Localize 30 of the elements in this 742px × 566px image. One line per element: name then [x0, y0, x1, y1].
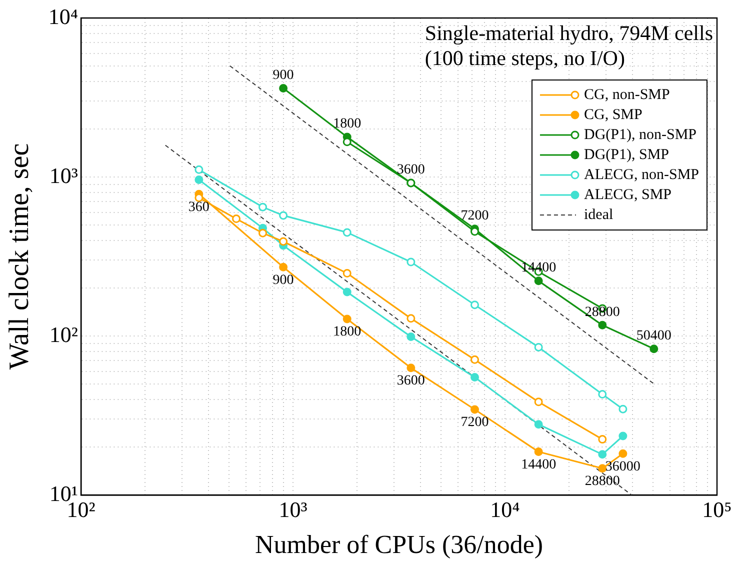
- annotation: 36000: [605, 459, 640, 474]
- y-tick-label: 10²: [49, 322, 78, 347]
- annotation: 7200: [460, 208, 489, 224]
- legend-label: CG, SMP: [584, 106, 642, 123]
- annotation: 3600: [396, 374, 425, 389]
- legend-label: ideal: [584, 206, 614, 223]
- x-tick-label: 10³: [278, 496, 308, 522]
- legend-label: CG, non-SMP: [584, 86, 670, 103]
- y-tick-label: 10⁴: [48, 4, 78, 29]
- text: (100 time steps, no I/O): [424, 46, 625, 70]
- y-tick-label: 10³: [49, 162, 78, 188]
- annotation: 1800: [333, 116, 362, 132]
- annotation: 900: [272, 272, 294, 288]
- annotation: 1800: [333, 324, 362, 340]
- annotation: 7200: [460, 415, 489, 430]
- annotation: 3600: [396, 162, 425, 178]
- y-axis-title: Wall clock time, sec: [4, 143, 36, 370]
- legend-label: DG(P1), SMP: [584, 146, 670, 163]
- x-axis-title: Number of CPUs (36/node): [254, 530, 544, 560]
- annotation: 50400: [636, 328, 672, 344]
- chart-title: Single-material hydro, 794M cells: [424, 21, 714, 46]
- x-tick-label: 10⁴: [490, 496, 520, 522]
- annotation: 28800: [584, 474, 620, 490]
- legend-label: ALECG, non-SMP: [584, 166, 700, 183]
- legend-label: ALECG, SMP: [584, 186, 672, 203]
- annotation: 14400: [521, 457, 556, 472]
- legend-label: DG(P1), non-SMP: [584, 126, 697, 143]
- annotation: 360: [188, 200, 210, 215]
- x-tick-label: 10⁵: [702, 496, 732, 522]
- annotation: 900: [272, 68, 294, 83]
